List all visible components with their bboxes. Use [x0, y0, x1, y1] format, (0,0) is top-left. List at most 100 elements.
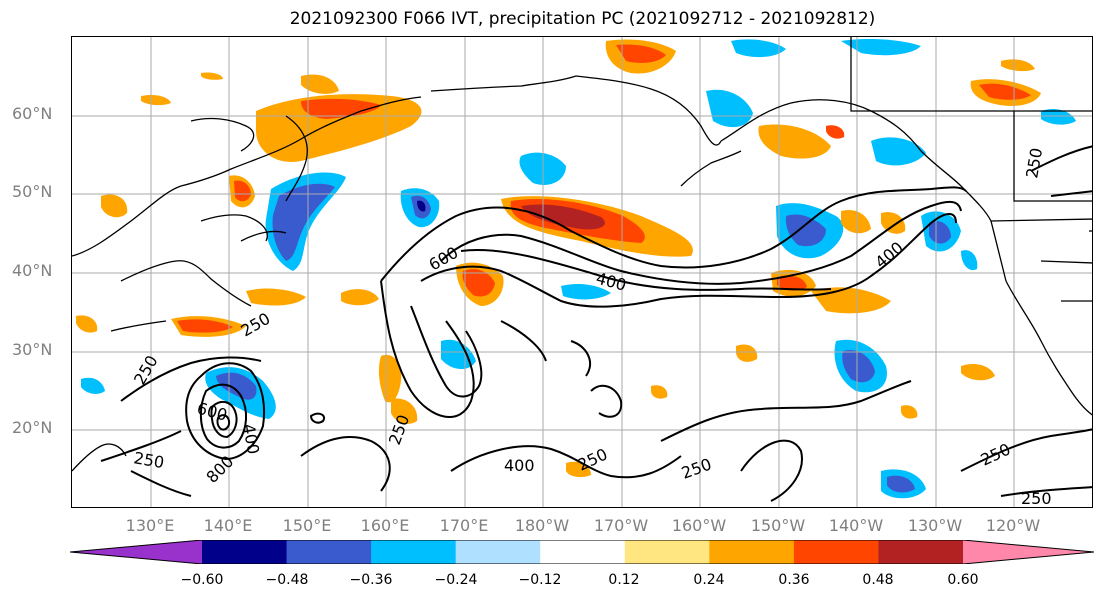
- precip-area: [758, 124, 831, 159]
- contour-label: 400: [239, 422, 263, 455]
- colorbar-tick-label: 0.12: [608, 572, 640, 588]
- precip-area: [256, 94, 422, 162]
- contour-label: 250: [1021, 489, 1052, 508]
- map-panel: 600 400 400 250 250 600 400 800 250 250 …: [71, 36, 1093, 508]
- lon-label: 170°W: [593, 516, 649, 535]
- precip-area: [731, 39, 786, 58]
- lon-label: 170°E: [439, 516, 489, 535]
- map-canvas: 600 400 400 250 250 600 400 800 250 250 …: [72, 37, 1092, 508]
- precip-area: [301, 98, 381, 119]
- precip-area: [881, 212, 906, 234]
- lon-label: 150°E: [282, 516, 332, 535]
- precip-area: [706, 89, 753, 128]
- precip-area: [378, 354, 402, 403]
- ivt-contours: [100, 145, 1092, 502]
- colorbar-cell: [624, 540, 710, 564]
- precip-area: [651, 385, 668, 399]
- lon-label: 150°W: [750, 516, 806, 535]
- colorbar-tick-label: −0.24: [434, 572, 478, 588]
- colorbar-cell: [371, 540, 457, 564]
- precip-area: [616, 44, 666, 63]
- precip-area: [177, 319, 233, 333]
- colorbar: [70, 540, 1094, 564]
- contour-label: 800: [202, 452, 237, 487]
- contour-label: 250: [1022, 146, 1046, 179]
- lat-label: 30°N: [12, 340, 53, 359]
- colorbar-tick-label: 0.36: [778, 572, 810, 588]
- lon-label: 120°W: [985, 516, 1041, 535]
- precip-area: [462, 269, 495, 297]
- lon-label: 180°W: [514, 516, 570, 535]
- colorbar-tick-label: 0.24: [693, 572, 725, 588]
- lon-label: 130°W: [907, 516, 963, 535]
- precip-area: [521, 204, 605, 230]
- lat-label: 20°N: [12, 418, 53, 437]
- precip-area: [842, 350, 875, 383]
- precip-area: [234, 180, 251, 202]
- precip-area: [929, 221, 951, 244]
- contour-labels: 600 400 400 250 250 600 400 800 250 250 …: [130, 146, 1052, 508]
- colorbar-extend-min: [70, 540, 202, 564]
- lon-label: 140°E: [203, 516, 253, 535]
- precip-area: [777, 275, 807, 291]
- lat-label: 50°N: [12, 182, 53, 201]
- precip-area: [961, 250, 978, 271]
- colorbar-cell: [878, 540, 964, 564]
- precip-area: [1041, 109, 1076, 125]
- colorbar-extend-max: [963, 540, 1094, 564]
- lon-label: 130°E: [125, 516, 175, 535]
- colorbar-cell: [286, 540, 372, 564]
- precip-area: [441, 339, 476, 370]
- precip-area: [841, 209, 871, 234]
- colorbar-tick-label: −0.60: [180, 572, 224, 588]
- colorbar-tick-label: −0.12: [518, 572, 562, 588]
- colorbar-tick-label: −0.48: [265, 572, 309, 588]
- colorbar-cell: [455, 540, 541, 564]
- precip-area: [826, 125, 845, 139]
- contour-label: 600: [426, 243, 462, 275]
- contour-label: 250: [385, 412, 413, 447]
- precip-area: [901, 405, 918, 419]
- precip-area: [76, 315, 98, 333]
- contour-label: 250: [978, 439, 1014, 469]
- precip-area: [417, 200, 426, 212]
- lon-label: 160°E: [360, 516, 410, 535]
- precip-area: [216, 372, 257, 400]
- precip-area: [341, 289, 379, 306]
- precip-area: [811, 287, 891, 314]
- precip-area: [246, 288, 306, 306]
- precip-area: [201, 72, 223, 80]
- contour-label: 250: [132, 448, 165, 472]
- colorbar-cell: [202, 540, 288, 564]
- precip-area: [272, 183, 335, 261]
- lon-label: 140°W: [828, 516, 884, 535]
- precip-area: [887, 475, 915, 493]
- colorbar-tick-label: 0.60: [947, 572, 979, 588]
- precip-area: [736, 344, 758, 362]
- precip-area: [871, 137, 926, 166]
- lat-label: 40°N: [12, 261, 53, 280]
- precip-area: [81, 377, 105, 394]
- precip-area: [1001, 59, 1035, 72]
- precip-area: [391, 398, 418, 424]
- contour-label: 250: [238, 309, 274, 341]
- colorbar-cell: [709, 540, 795, 564]
- contour-label: 250: [130, 352, 162, 388]
- precip-area: [979, 83, 1031, 100]
- map-title: 2021092300 F066 IVT, precipitation PC (2…: [289, 9, 876, 29]
- contour-label: 250: [575, 444, 611, 474]
- precip-area: [101, 194, 128, 218]
- precip-area: [301, 74, 339, 94]
- precip-area: [785, 214, 826, 247]
- colorbar-cell: [540, 540, 626, 564]
- precip-area: [561, 283, 611, 300]
- colorbar-tick-label: −0.36: [349, 572, 393, 588]
- colorbar-cell: [793, 540, 879, 564]
- contour-label: 400: [871, 238, 907, 272]
- graticule: [72, 37, 1092, 507]
- contour-label: 250: [679, 454, 714, 482]
- contour-label: 400: [504, 456, 535, 475]
- lat-label: 60°N: [12, 104, 53, 123]
- precip-area: [961, 364, 995, 381]
- colorbar-tick-label: 0.48: [862, 572, 894, 588]
